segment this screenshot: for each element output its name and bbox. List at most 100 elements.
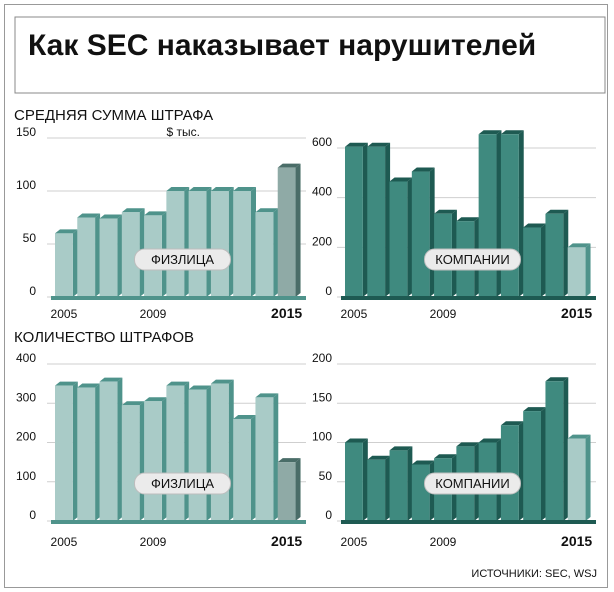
bar-2005 — [55, 229, 78, 297]
bar-front — [500, 134, 519, 297]
bar-top — [77, 383, 101, 388]
bar-2007 — [389, 177, 413, 297]
y-tick-label: 50 — [23, 231, 37, 245]
bar-top — [523, 223, 546, 228]
bar-side — [273, 393, 279, 521]
bar-side — [362, 438, 368, 521]
source-note: ИСТОЧНИКИ: SEC, WSJ — [471, 568, 597, 580]
bar-side — [251, 414, 256, 521]
bar-2005 — [345, 142, 368, 297]
bar-top — [255, 393, 279, 398]
bar-side — [585, 243, 591, 297]
bar-front — [233, 418, 251, 521]
bar-front — [523, 227, 541, 297]
bar-front — [567, 247, 586, 297]
bar-front — [567, 438, 586, 521]
bar-side — [95, 213, 101, 297]
frame — [4, 4, 608, 588]
bar-side — [95, 383, 101, 521]
bar-side — [206, 385, 212, 521]
x-tick-label: 2005 — [341, 535, 368, 549]
bar-top — [55, 381, 78, 386]
bar-side — [228, 187, 234, 297]
bar-2014 — [255, 208, 279, 297]
bar-side — [72, 229, 78, 297]
bar-top — [144, 397, 167, 402]
y-tick-label: 100 — [312, 430, 332, 444]
bar-2015 — [567, 434, 591, 521]
bar-top — [456, 442, 480, 447]
chart-panel-2: 0 200 400 600 2005 2009 2015 КОМПАНИИ — [312, 130, 596, 321]
bar-front — [210, 191, 229, 297]
bar-front — [277, 462, 296, 521]
y-tick-label: 200 — [312, 351, 332, 365]
y-tick-label: 150 — [312, 390, 332, 404]
baseline — [51, 296, 306, 300]
bar-side — [385, 455, 391, 521]
bar-front — [188, 191, 207, 297]
bar-side — [563, 377, 569, 521]
bar-top — [389, 177, 413, 182]
unit-label: $ тыс. — [167, 125, 200, 139]
bar-front — [210, 383, 229, 521]
badge-pill — [424, 248, 521, 271]
bar-2011 — [188, 187, 212, 297]
bar-side — [563, 209, 569, 297]
bar-top — [166, 187, 190, 191]
bar-2015 — [277, 458, 301, 521]
baseline — [341, 296, 596, 300]
baseline — [51, 520, 306, 524]
bar-top — [121, 208, 145, 213]
bar-front — [545, 213, 564, 297]
bar-top — [367, 455, 391, 460]
chart-panel-3: 0 100 200 300 400 2005 2009 2015 ФИЗЛИЦА — [16, 351, 306, 549]
bar-top — [523, 407, 546, 412]
bar-front — [55, 233, 73, 297]
bar-top — [277, 458, 301, 463]
bar-top — [456, 217, 480, 222]
y-tick-label: 0 — [29, 284, 36, 298]
bar-2007 — [389, 446, 413, 521]
bar-top — [210, 379, 234, 384]
bar-2014 — [255, 393, 279, 521]
bar-2012 — [500, 421, 524, 521]
bar-side — [228, 379, 234, 521]
y-tick-label: 150 — [16, 125, 36, 139]
section-label-avg: СРЕДНЯЯ СУММА ШТРАФА — [14, 107, 213, 124]
bar-front — [233, 191, 251, 297]
badge-pill — [134, 248, 231, 271]
chart-panel-4: 0 50 100 150 200 2005 2009 2015 КОМПАНИИ — [312, 351, 596, 549]
y-tick-label: 400 — [312, 185, 332, 199]
bar-front — [545, 381, 564, 521]
bar-top — [277, 163, 301, 168]
x-tick-label: 2005 — [51, 535, 78, 549]
bar-front — [411, 171, 430, 297]
bar-front — [345, 146, 363, 297]
x-tick-label: 2009 — [430, 307, 457, 321]
bar-side — [161, 397, 167, 521]
y-tick-label: 200 — [312, 234, 332, 248]
x-tick-label: 2015 — [271, 305, 302, 321]
bar-2013 — [233, 187, 256, 297]
bar-side — [206, 187, 212, 297]
badge-label: КОМПАНИИ — [435, 252, 509, 267]
bar-front — [55, 385, 73, 521]
bar-side — [273, 208, 279, 297]
badge-pill — [424, 472, 521, 495]
bar-side — [251, 187, 256, 297]
baseline — [341, 520, 596, 524]
bar-2015 — [567, 243, 591, 297]
y-tick-label: 300 — [16, 390, 36, 404]
bar-top — [345, 142, 368, 147]
bar-top — [411, 460, 435, 465]
bar-side — [585, 434, 591, 521]
y-tick-label: 600 — [312, 135, 332, 149]
bar-top — [545, 209, 569, 214]
bar-top — [77, 213, 101, 218]
bar-side — [362, 142, 368, 297]
bar-side — [72, 381, 78, 521]
bar-front — [77, 387, 96, 521]
bar-2008 — [121, 401, 145, 521]
bar-front — [166, 191, 185, 297]
